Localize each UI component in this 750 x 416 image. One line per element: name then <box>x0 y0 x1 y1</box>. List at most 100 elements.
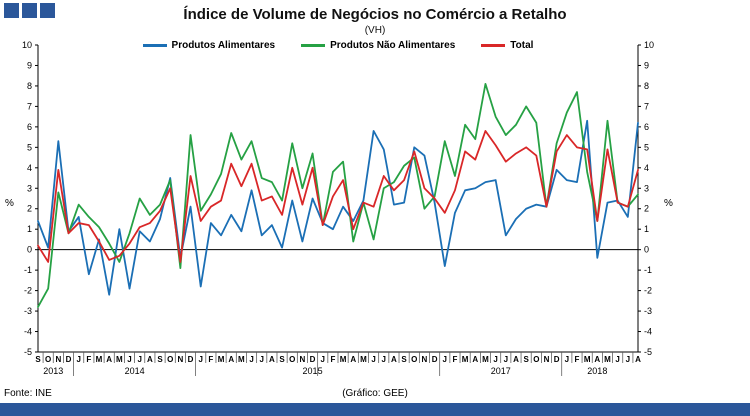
svg-text:S: S <box>523 355 529 364</box>
svg-text:J: J <box>565 355 569 364</box>
svg-text:-2: -2 <box>24 286 32 296</box>
svg-text:2: 2 <box>644 204 649 214</box>
svg-text:-5: -5 <box>644 347 652 357</box>
svg-text:8: 8 <box>27 81 32 91</box>
svg-text:M: M <box>482 355 489 364</box>
svg-text:N: N <box>300 355 306 364</box>
svg-text:F: F <box>575 355 580 364</box>
svg-text:0: 0 <box>27 245 32 255</box>
svg-text:J: J <box>504 355 508 364</box>
footer-bar <box>0 403 750 416</box>
svg-text:J: J <box>493 355 497 364</box>
svg-text:S: S <box>35 355 41 364</box>
svg-text:M: M <box>360 355 367 364</box>
svg-text:1: 1 <box>644 224 649 234</box>
svg-text:J: J <box>198 355 202 364</box>
svg-text:A: A <box>269 355 275 364</box>
svg-text:2015: 2015 <box>303 366 323 376</box>
svg-text:-4: -4 <box>644 327 652 337</box>
svg-text:A: A <box>391 355 397 364</box>
svg-text:A: A <box>635 355 641 364</box>
svg-text:J: J <box>626 355 630 364</box>
svg-text:M: M <box>462 355 469 364</box>
svg-text:6: 6 <box>27 122 32 132</box>
svg-text:A: A <box>228 355 234 364</box>
svg-text:8: 8 <box>644 81 649 91</box>
svg-text:N: N <box>544 355 550 364</box>
svg-text:3: 3 <box>27 183 32 193</box>
svg-text:J: J <box>615 355 619 364</box>
svg-text:D: D <box>310 355 316 364</box>
svg-text:-3: -3 <box>644 306 652 316</box>
svg-text:7: 7 <box>644 101 649 111</box>
logo-square <box>40 3 55 18</box>
svg-text:J: J <box>127 355 131 364</box>
svg-text:10: 10 <box>22 40 32 50</box>
svg-text:F: F <box>330 355 335 364</box>
svg-text:N: N <box>177 355 183 364</box>
svg-text:O: O <box>289 355 295 364</box>
legend-item: Produtos Alimentares <box>142 40 275 51</box>
svg-text:-1: -1 <box>24 265 32 275</box>
svg-text:6: 6 <box>644 122 649 132</box>
svg-text:M: M <box>96 355 103 364</box>
svg-text:N: N <box>422 355 428 364</box>
svg-text:-2: -2 <box>644 286 652 296</box>
y-axis-unit-right: % <box>664 198 673 209</box>
svg-text:O: O <box>411 355 417 364</box>
svg-text:-4: -4 <box>24 327 32 337</box>
svg-text:M: M <box>584 355 591 364</box>
logo-squares <box>4 3 55 18</box>
svg-text:S: S <box>279 355 285 364</box>
logo-square <box>4 3 19 18</box>
logo-square <box>22 3 37 18</box>
svg-text:J: J <box>249 355 253 364</box>
legend-label: Produtos Não Alimentares <box>330 40 456 51</box>
svg-text:O: O <box>533 355 539 364</box>
svg-text:D: D <box>432 355 438 364</box>
legend-swatch <box>481 44 506 47</box>
svg-text:1: 1 <box>27 224 32 234</box>
svg-text:J: J <box>443 355 447 364</box>
svg-text:M: M <box>116 355 123 364</box>
svg-text:7: 7 <box>27 101 32 111</box>
svg-text:-3: -3 <box>24 306 32 316</box>
svg-text:5: 5 <box>644 142 649 152</box>
svg-text:M: M <box>238 355 245 364</box>
svg-text:F: F <box>453 355 458 364</box>
legend-label: Total <box>510 40 534 51</box>
svg-text:A: A <box>350 355 356 364</box>
svg-text:M: M <box>340 355 347 364</box>
svg-text:M: M <box>604 355 611 364</box>
chart-title: Índice de Volume de Negócios no Comércio… <box>183 6 567 23</box>
svg-text:4: 4 <box>27 163 32 173</box>
svg-text:A: A <box>472 355 478 364</box>
svg-text:A: A <box>106 355 112 364</box>
svg-text:J: J <box>76 355 80 364</box>
legend-item: Produtos Não Alimentares <box>301 40 455 51</box>
svg-text:2: 2 <box>27 204 32 214</box>
svg-text:J: J <box>260 355 264 364</box>
svg-text:J: J <box>137 355 141 364</box>
svg-text:N: N <box>55 355 61 364</box>
svg-text:-1: -1 <box>644 265 652 275</box>
svg-text:M: M <box>218 355 225 364</box>
svg-text:J: J <box>382 355 386 364</box>
svg-text:5: 5 <box>27 142 32 152</box>
svg-text:S: S <box>401 355 407 364</box>
svg-text:O: O <box>45 355 51 364</box>
y-axis-unit-left: % <box>5 198 14 209</box>
svg-text:F: F <box>208 355 213 364</box>
svg-text:J: J <box>321 355 325 364</box>
svg-text:0: 0 <box>644 245 649 255</box>
svg-text:2018: 2018 <box>587 366 607 376</box>
svg-text:A: A <box>147 355 153 364</box>
svg-text:4: 4 <box>644 163 649 173</box>
svg-text:9: 9 <box>644 60 649 70</box>
svg-text:9: 9 <box>27 60 32 70</box>
svg-text:A: A <box>594 355 600 364</box>
svg-text:J: J <box>371 355 375 364</box>
svg-text:-5: -5 <box>24 347 32 357</box>
svg-text:A: A <box>513 355 519 364</box>
